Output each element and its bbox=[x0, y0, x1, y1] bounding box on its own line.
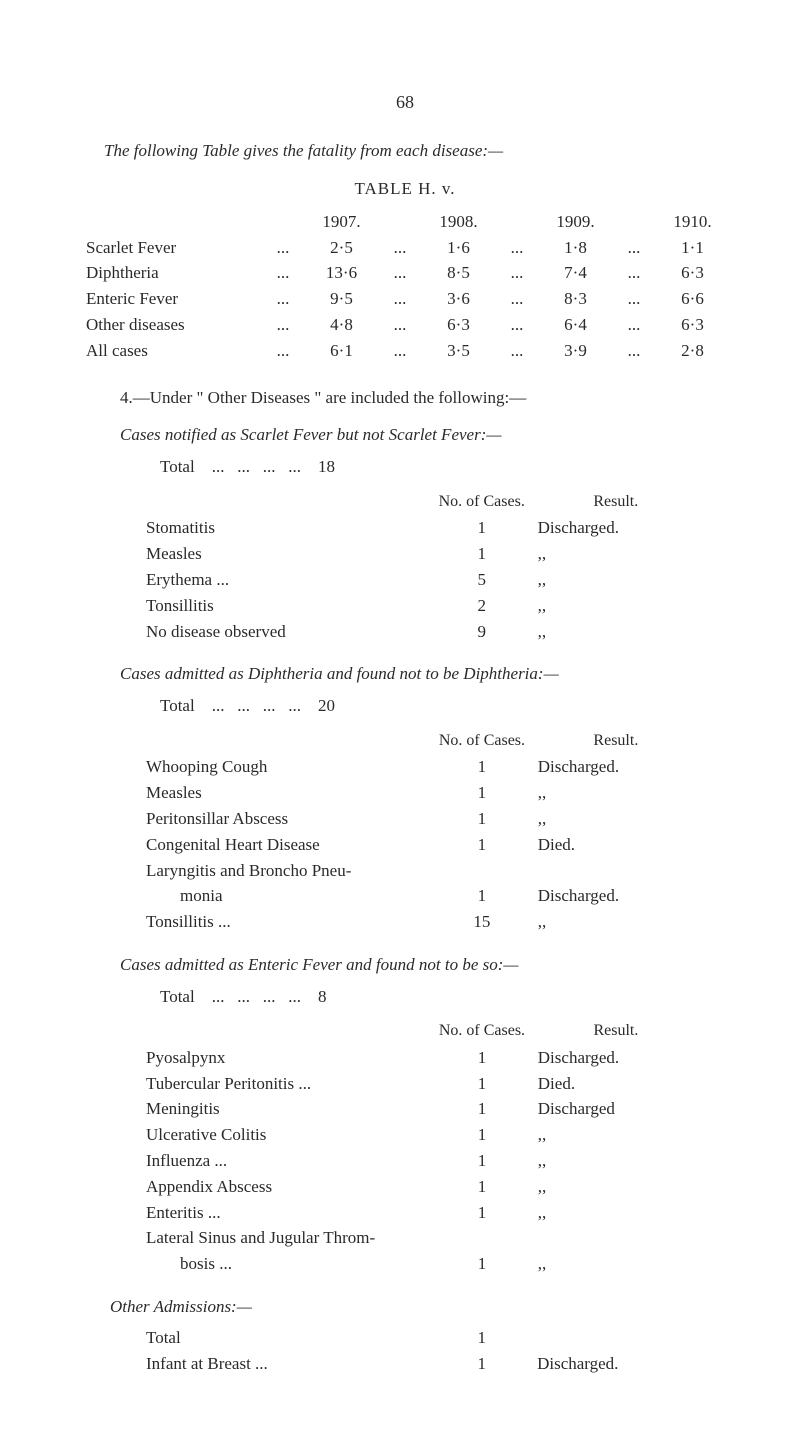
intro-line: The following Table gives the fatality f… bbox=[104, 139, 730, 163]
table-row: Meningitis1Discharged bbox=[140, 1096, 700, 1122]
other-admissions-table: Total1 Infant at Breast ...1Discharged. bbox=[140, 1325, 700, 1377]
table-row: monia1Discharged. bbox=[140, 883, 700, 909]
table-row: Measles1,, bbox=[140, 541, 700, 567]
section-c-table: No. of Cases. Result. Pyosalpynx1Dischar… bbox=[140, 1018, 700, 1277]
table-row: All cases ... 6·1 ... 3·5 ... 3·9 ... 2·… bbox=[80, 338, 730, 364]
table-row: Erythema ...5,, bbox=[140, 567, 700, 593]
table-row: Lateral Sinus and Jugular Throm- bbox=[140, 1225, 700, 1251]
table-row: Measles1,, bbox=[140, 780, 700, 806]
table-row: Enteritis ...1,, bbox=[140, 1200, 700, 1226]
table-row: Pyosalpynx1Discharged. bbox=[140, 1045, 700, 1071]
other-admissions-title: Other Admissions:— bbox=[110, 1295, 730, 1319]
table-row: Scarlet Fever ... 2·5 ... 1·6 ... 1·8 ..… bbox=[80, 235, 730, 261]
table-row: Infant at Breast ...1Discharged. bbox=[140, 1351, 700, 1377]
year-col: 1908. bbox=[421, 209, 496, 235]
table-row: Tubercular Peritonitis ...1Died. bbox=[140, 1071, 700, 1097]
section-a-table: No. of Cases. Result. Stomatitis1Dischar… bbox=[140, 489, 700, 644]
table-row: Whooping Cough1Discharged. bbox=[140, 754, 700, 780]
section-a-title: Cases notified as Scarlet Fever but not … bbox=[120, 423, 730, 447]
section-c-total: Total ... ... ... ... 8 bbox=[160, 985, 730, 1009]
table-row: Ulcerative Colitis1,, bbox=[140, 1122, 700, 1148]
table-row: Diphtheria ... 13·6 ... 8·5 ... 7·4 ... … bbox=[80, 260, 730, 286]
year-col: 1907. bbox=[304, 209, 379, 235]
table-hv-title: TABLE H. v. bbox=[80, 177, 730, 201]
table-row: Laryngitis and Broncho Pneu- bbox=[140, 858, 700, 884]
year-col: 1909. bbox=[538, 209, 613, 235]
section-b-total: Total ... ... ... ... 20 bbox=[160, 694, 730, 718]
page-number: 68 bbox=[80, 90, 730, 115]
table-row: Total1 bbox=[140, 1325, 700, 1351]
paragraph-4: 4.—Under " Other Diseases " are included… bbox=[120, 386, 730, 410]
section-c-title: Cases admitted as Enteric Fever and foun… bbox=[120, 953, 730, 977]
table-row: Peritonsillar Abscess1,, bbox=[140, 806, 700, 832]
fatality-table: 1907. 1908. 1909. 1910. Scarlet Fever ..… bbox=[80, 209, 730, 364]
table-row: Appendix Abscess1,, bbox=[140, 1174, 700, 1200]
table-row: Tonsillitis2,, bbox=[140, 593, 700, 619]
section-a-total: Total ... ... ... ... 18 bbox=[160, 455, 730, 479]
page-root: 68 The following Table gives the fatalit… bbox=[0, 0, 800, 1434]
table-row: Stomatitis1Discharged. bbox=[140, 515, 700, 541]
table-row: No disease observed9,, bbox=[140, 619, 700, 645]
table-row: Enteric Fever ... 9·5 ... 3·6 ... 8·3 ..… bbox=[80, 286, 730, 312]
section-b-title: Cases admitted as Diphtheria and found n… bbox=[120, 662, 730, 686]
section-b-table: No. of Cases. Result. Whooping Cough1Dis… bbox=[140, 728, 700, 935]
table-header-row: 1907. 1908. 1909. 1910. bbox=[80, 209, 730, 235]
year-col: 1910. bbox=[655, 209, 730, 235]
table-row: Other diseases ... 4·8 ... 6·3 ... 6·4 .… bbox=[80, 312, 730, 338]
row-label: Scarlet Fever bbox=[80, 235, 262, 261]
table-row: Tonsillitis ...15,, bbox=[140, 909, 700, 935]
table-row: Congenital Heart Disease1Died. bbox=[140, 832, 700, 858]
table-row: bosis ...1,, bbox=[140, 1251, 700, 1277]
table-row: Influenza ...1,, bbox=[140, 1148, 700, 1174]
